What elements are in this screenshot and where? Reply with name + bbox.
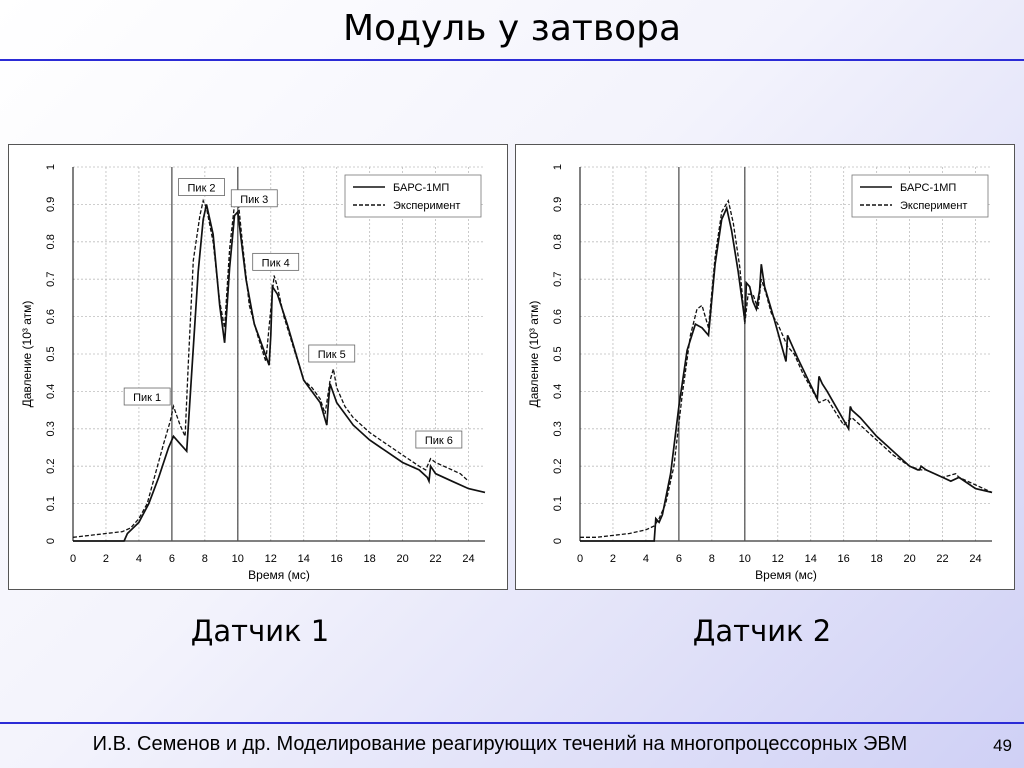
legend-label: Эксперимент [900, 200, 967, 212]
y-tick-label: 0.5 [45, 346, 57, 361]
x-tick-label: 22 [429, 553, 441, 565]
footer-citation: И.В. Семенов и др. Моделирование реагиру… [92, 733, 908, 755]
page-number: 49 [993, 736, 1012, 755]
peak-label-box [252, 252, 300, 271]
x-tick-label: 20 [396, 553, 408, 565]
series-line-0 [580, 205, 993, 542]
peak-label-box [308, 344, 356, 363]
x-tick-label: 0 [577, 553, 583, 565]
x-tick-label: 4 [643, 553, 649, 565]
y-tick-label: 0.9 [45, 197, 57, 212]
y-tick-label: 0.3 [552, 421, 564, 436]
y-tick-label: 0.6 [45, 309, 57, 324]
x-tick-label: 6 [676, 553, 682, 565]
peak-label: Пик 1 [133, 392, 161, 404]
peak-label: Пик 6 [425, 435, 453, 447]
x-tick-label: 22 [936, 553, 948, 565]
y-tick-label: 0.2 [45, 459, 57, 474]
x-tick-label: 12 [265, 553, 277, 565]
y-tick-label: 0.1 [552, 496, 564, 511]
y-tick-label: 0 [45, 538, 57, 544]
y-tick-label: 0.2 [552, 459, 564, 474]
x-tick-label: 8 [709, 553, 715, 565]
x-tick-label: 8 [202, 553, 208, 565]
footer-divider [0, 722, 1024, 724]
peak-label-box [230, 189, 278, 208]
chart-panel-sensor-2: 0 2 4 6 8 10 12 14 16 18 20 22 24 0 0.1 0.2 0.3 0.4 0.5 0.6… [515, 144, 1015, 590]
x-tick-label: 18 [871, 553, 883, 565]
x-tick-label: 18 [364, 553, 376, 565]
x-tick-label: 10 [739, 553, 751, 565]
x-axis-label: Время (мс) [755, 568, 817, 582]
y-tick-label: 0.1 [45, 496, 57, 511]
chart-sensor-2: 0 2 4 6 8 10 12 14 16 18 20 22 2400.10.20.30.40.50.6… [527, 164, 993, 582]
legend-box [851, 174, 989, 218]
x-tick-label: 2 [103, 553, 109, 565]
x-axis-label: Время (мс) [248, 568, 310, 582]
y-tick-label: 0.5 [552, 346, 564, 361]
x-tick-label: 24 [462, 553, 474, 565]
title-divider [0, 59, 1024, 61]
x-tick-label: 16 [838, 553, 850, 565]
x-tick-label: 0 [70, 553, 76, 565]
y-tick-label: 0.9 [552, 197, 564, 212]
y-tick-label: 0.3 [45, 421, 57, 436]
legend-label: Эксперимент [393, 200, 460, 212]
y-tick-label: 1 [45, 164, 57, 170]
y-tick-label: 0 [552, 538, 564, 544]
slide-title: Модуль у затвора [342, 8, 682, 49]
chart-sensor-1: 0 2 4 6 8 10 12 14 16 18 20 22 2400.10.20.30.40.50.6… [20, 164, 486, 582]
x-tick-label: 24 [969, 553, 981, 565]
series-line-0 [73, 204, 486, 542]
x-tick-label: 20 [903, 553, 915, 565]
x-tick-label: 16 [331, 553, 343, 565]
peak-label: Пик 2 [188, 183, 216, 195]
x-tick-label: 14 [298, 553, 310, 565]
peak-label: Пик 3 [240, 194, 268, 206]
caption-sensor-1: Датчик 1 [190, 614, 330, 648]
y-tick-label: 0.8 [552, 234, 564, 249]
x-tick-label: 4 [136, 553, 142, 565]
y-tick-label: 0.8 [45, 234, 57, 249]
caption-sensor-2: Датчик 2 [692, 614, 832, 648]
y-axis-label: Давление (10³ атм) [527, 301, 541, 408]
x-tick-label: 14 [805, 553, 817, 565]
series-line-1 [580, 198, 993, 538]
peak-label-box [178, 178, 225, 196]
y-tick-label: 1 [552, 164, 564, 170]
legend-label: БАРС-1МП [393, 182, 449, 194]
y-tick-label: 0.4 [45, 384, 57, 399]
y-tick-label: 0.6 [552, 309, 564, 324]
series-line-1 [72, 194, 469, 538]
peak-label: Пик 4 [262, 257, 290, 269]
y-tick-label: 0.7 [45, 272, 57, 287]
legend-box [344, 174, 482, 218]
peak-label-box [123, 387, 171, 406]
x-tick-label: 12 [772, 553, 784, 565]
x-tick-label: 2 [610, 553, 616, 565]
x-tick-label: 6 [169, 553, 175, 565]
peak-label-box [415, 430, 463, 449]
legend-label: БАРС-1МП [900, 182, 956, 194]
chart-panel-sensor-1: 0 2 4 6 8 10 12 14 16 18 20 22 24 0 0.1 0.2 0.3 0.4 0.5 0.6… [8, 144, 508, 590]
y-axis-label: Давление (10³ атм) [20, 301, 34, 408]
peak-label: Пик 5 [318, 349, 346, 361]
y-tick-label: 0.4 [552, 384, 564, 399]
x-tick-label: 10 [232, 553, 244, 565]
y-tick-label: 0.7 [552, 272, 564, 287]
